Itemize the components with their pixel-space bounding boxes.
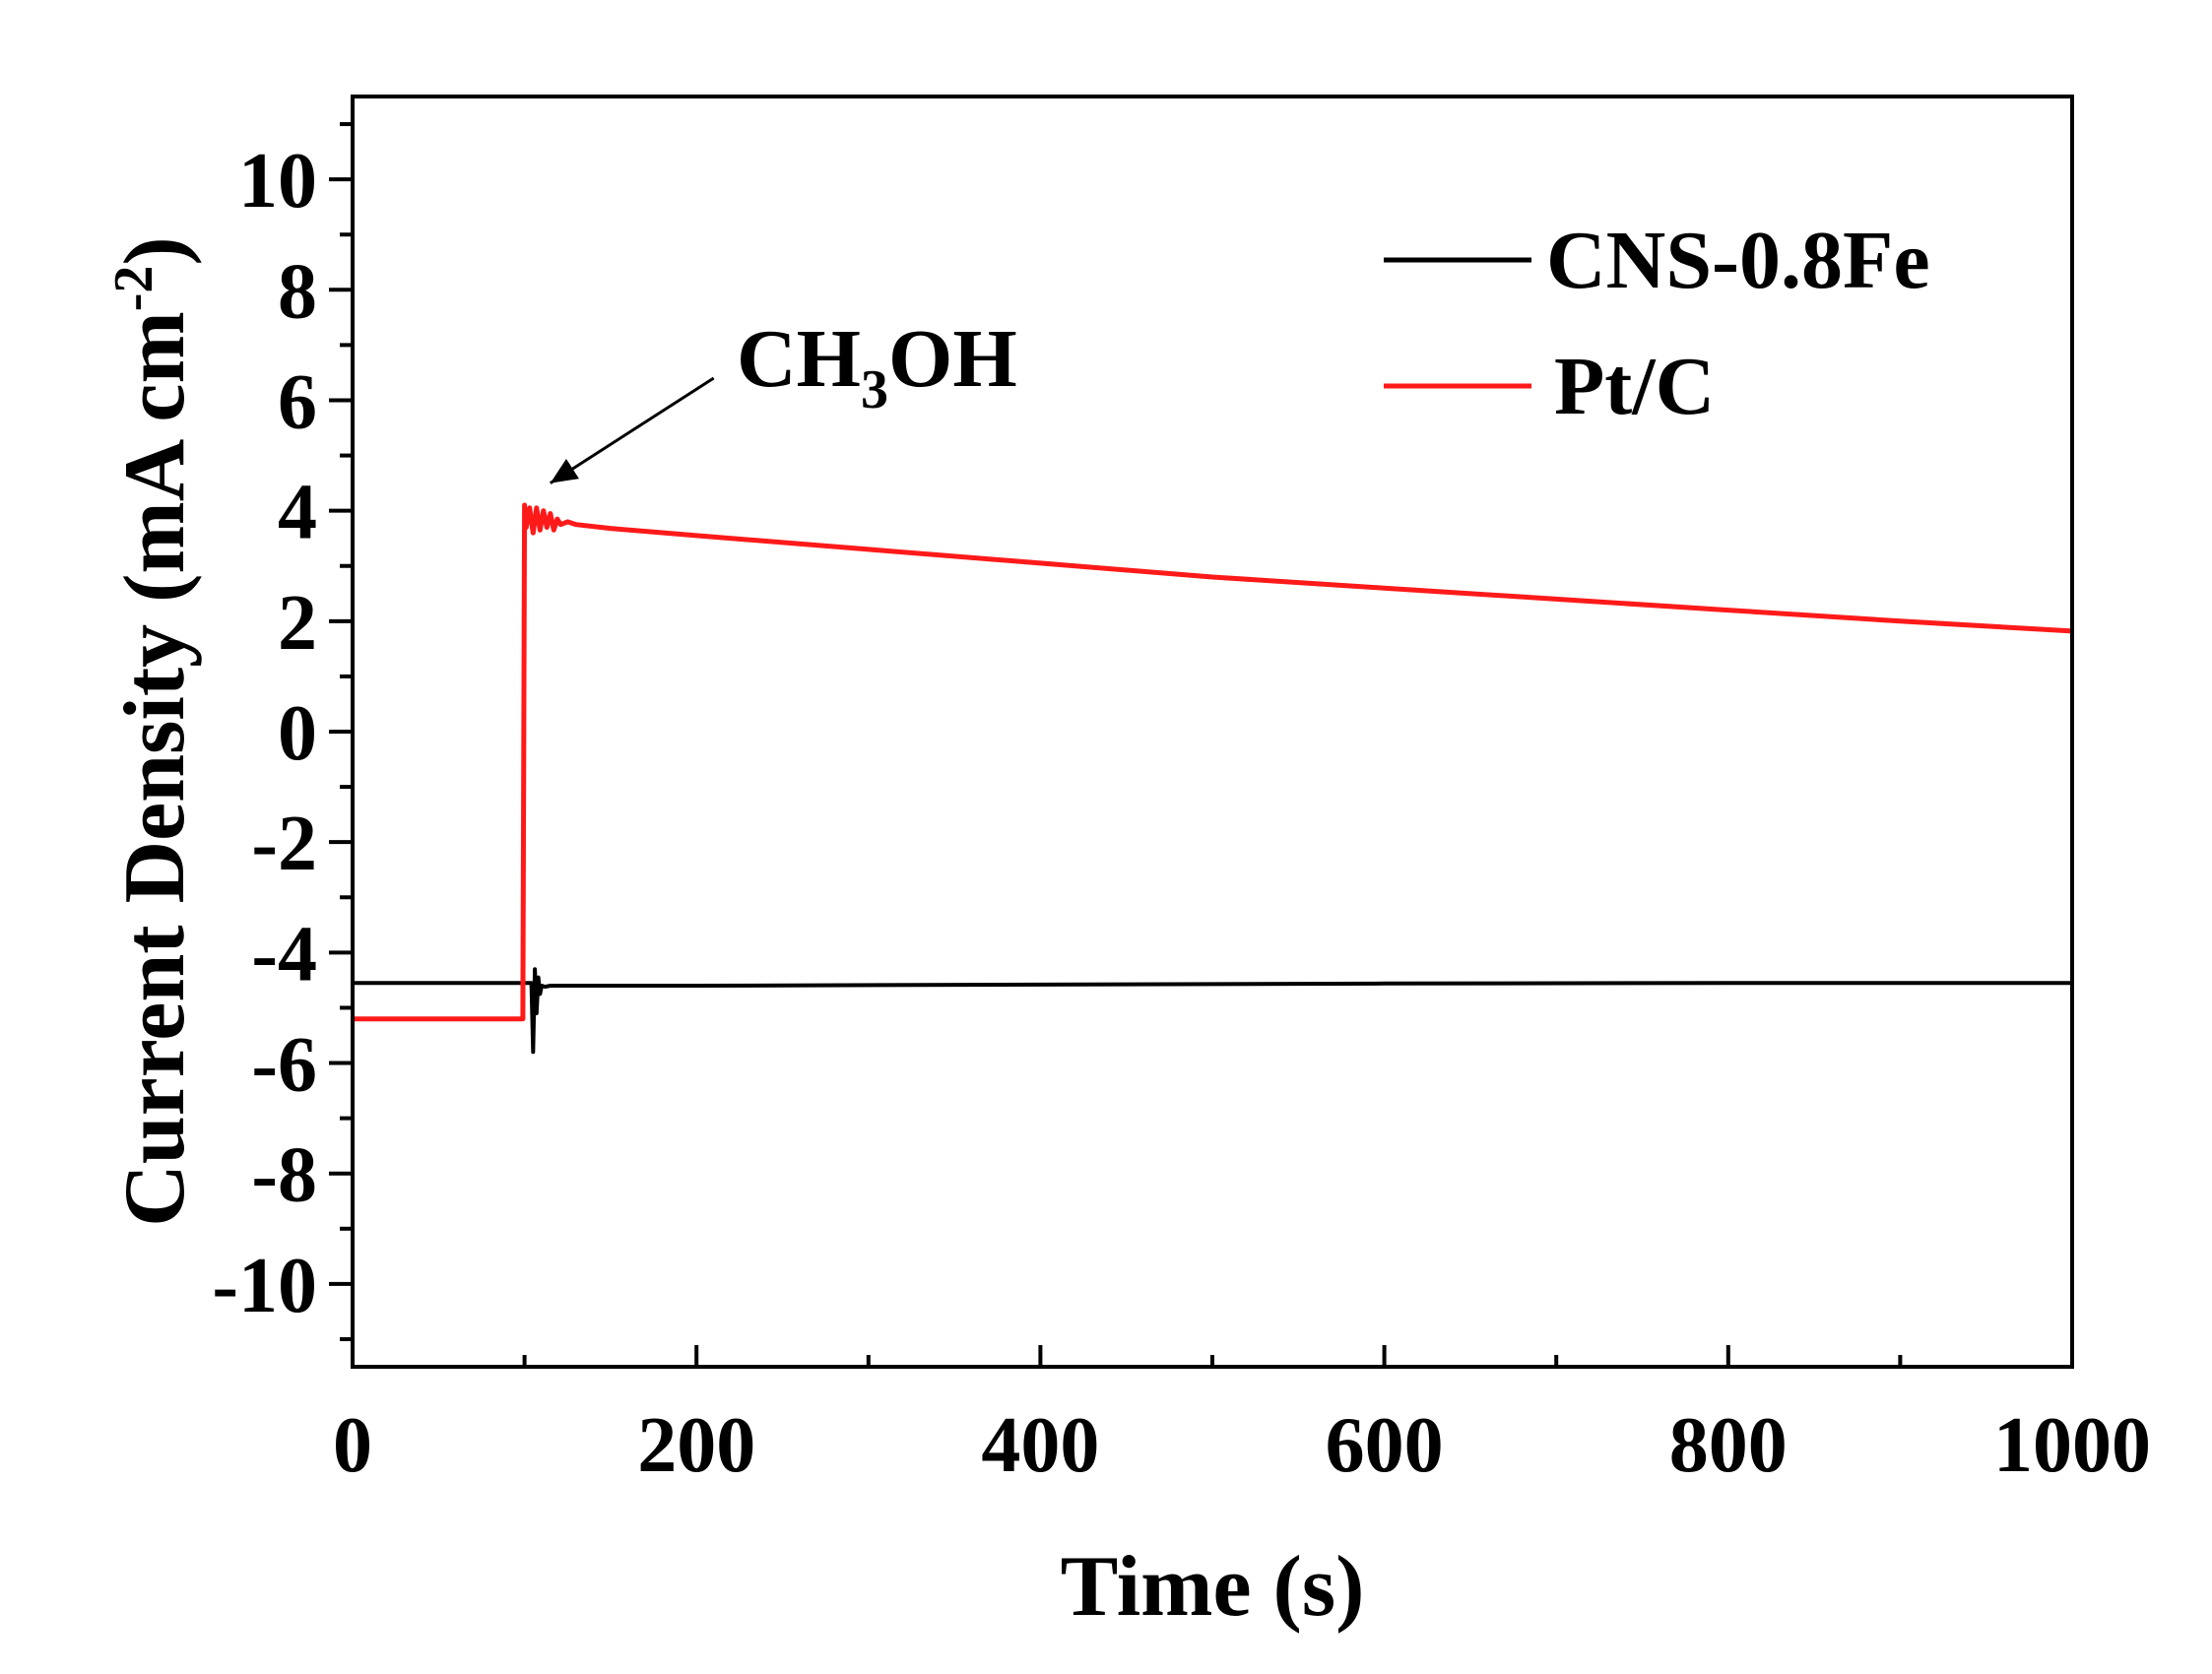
y-tick-label: 6 [278, 358, 317, 445]
y-tick-label: -2 [251, 801, 317, 887]
annotation-methanol: CH3OH [549, 313, 1017, 484]
y-tick-label: -10 [212, 1243, 317, 1329]
y-tick-label: 4 [278, 470, 317, 556]
series-line-0 [353, 967, 2072, 1055]
legend-label-ptc: Pt/C [1554, 341, 1715, 432]
x-tick-label: 1000 [1993, 1402, 2151, 1489]
x-tick-label: 800 [1669, 1402, 1788, 1489]
legend-label-cns: CNS-0.8Fe [1546, 215, 1930, 306]
legend: CNS-0.8Fe Pt/C [1384, 215, 1930, 432]
annotation-label-main: CH [737, 313, 861, 405]
x-tick-label: 600 [1326, 1402, 1444, 1489]
ticks-layer [329, 122, 2074, 1367]
y-tick-label: 8 [278, 248, 317, 335]
x-tick-label: 0 [333, 1402, 372, 1489]
y-axis-title-close: ) [107, 236, 203, 265]
y-tick-label: 10 [238, 138, 317, 225]
annotation-label-end: OH [888, 313, 1017, 405]
y-tick-label: -6 [251, 1022, 317, 1109]
y-tick-label: 0 [278, 690, 317, 777]
series-line-1 [353, 502, 2073, 1022]
y-axis-title: Current Density (mA cm-2) [103, 236, 203, 1227]
annotation-label-sub: 3 [861, 359, 888, 420]
series-layer [353, 502, 2073, 1055]
x-tick-label: 200 [637, 1402, 755, 1489]
y-tick-label: -8 [251, 1132, 317, 1219]
y-axis-title-sup: -2 [103, 266, 164, 312]
y-axis-title-main: Current Density (mA cm [107, 311, 203, 1227]
annotation-label: CH3OH [737, 313, 1017, 420]
x-tick-label: 400 [981, 1402, 1099, 1489]
y-tick-label: 2 [278, 580, 317, 667]
y-tick-label: -4 [251, 911, 317, 998]
annotation-arrow [549, 376, 715, 484]
x-axis-title: Time (s) [1061, 1539, 1365, 1635]
tick-labels-layer: 0 200 400 600 800 1000 -10 -8 -6 -4 -2 0 2 4 6 8 10 [212, 138, 2151, 1489]
